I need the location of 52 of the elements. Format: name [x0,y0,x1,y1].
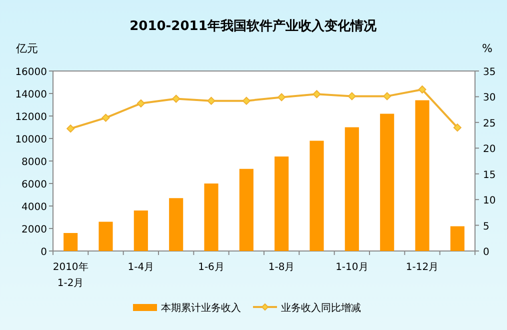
bar [64,233,78,251]
y2-tick-label: 20 [483,144,496,156]
bar [450,226,464,251]
point [136,99,145,108]
title: 2010-2011年我国软件产业收入变化情况 [130,19,376,34]
point [312,90,321,98]
point [172,94,180,103]
y-tick-label: 0 [40,247,47,258]
point [348,92,356,100]
bar [134,210,148,251]
bar [274,156,289,251]
legend-label: 本期累计业务收入 [161,302,241,314]
x-tick-label: 1-8月 [268,262,295,273]
y-axis-title: 亿元 [15,42,38,55]
bar [380,114,394,251]
point [66,124,75,133]
y2-tick-label: 10 [483,196,496,207]
x-tick-label: 1-6月 [198,262,224,273]
point [278,93,286,102]
y-tick-label: 4000 [22,202,47,213]
y2-tick-label: 25 [483,118,496,130]
y2-tick-label: 5 [483,221,490,232]
point [418,86,426,94]
bar [204,184,218,251]
point [207,96,216,105]
x-tick-label: 1-4月 [128,262,154,273]
y-tick-label: 16000 [15,67,47,78]
y2-axis-title: % [482,42,492,55]
point [383,92,392,100]
bar [344,127,359,251]
y-tick-label: 10000 [15,134,47,146]
x-tick-label: 2010年 1-2月 [52,261,88,289]
y-tick-label: 14000 [15,90,47,100]
bar [310,140,324,251]
bar [239,168,254,251]
y2-tick-label: 30 [483,92,496,104]
y-tick-label: 2000 [22,224,47,236]
legend-label: 业务收入同比增减 [281,302,361,314]
bar [415,100,430,251]
point [453,124,462,132]
y2-tick-label: 35 [483,67,496,78]
y-tick-label: 8000 [22,157,47,168]
x-tick-label: 1-10月 [336,262,368,273]
bar [98,222,113,251]
point [242,96,250,105]
y-tick-label: 6000 [22,180,47,190]
y2-tick-label: 15 [483,170,496,181]
y-tick-label: 12000 [15,112,47,123]
x-tick-label: 1-12月 [406,262,439,273]
point [102,114,110,122]
bar [169,198,184,251]
y2-tick-label: 0 [483,247,490,258]
